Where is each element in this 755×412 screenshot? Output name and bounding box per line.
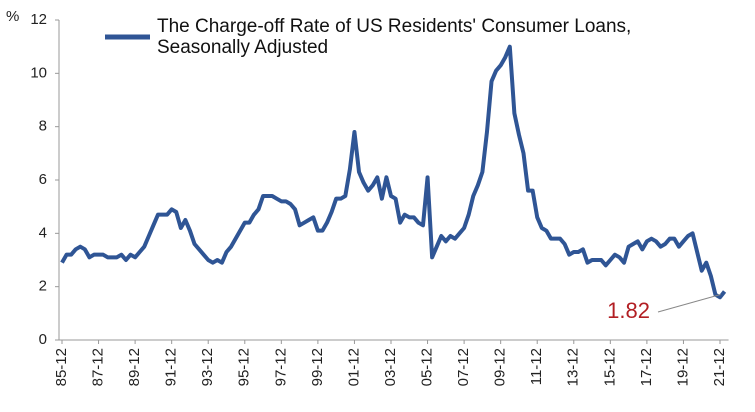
x-tick-label: 91-12 bbox=[163, 348, 180, 386]
y-tick-label: 2 bbox=[39, 278, 47, 295]
x-tick-label: 99-12 bbox=[309, 348, 326, 386]
y-tick-label: 4 bbox=[39, 224, 47, 241]
x-tick-label: 89-12 bbox=[126, 348, 143, 386]
y-tick-label: 0 bbox=[39, 331, 47, 348]
x-tick-label: 21-12 bbox=[711, 348, 728, 386]
x-tick-label: 17-12 bbox=[638, 348, 655, 386]
x-tick-label: 87-12 bbox=[90, 348, 107, 386]
x-tick-label: 97-12 bbox=[272, 348, 289, 386]
x-tick-label: 13-12 bbox=[565, 348, 582, 386]
x-tick-label: 01-12 bbox=[345, 348, 362, 386]
legend-label: The Charge-off Rate of US Residents' Con… bbox=[157, 16, 632, 58]
x-tick-label: 07-12 bbox=[455, 348, 472, 386]
x-tick-label: 15-12 bbox=[601, 348, 618, 386]
x-tick-label: 05-12 bbox=[419, 348, 436, 386]
series-line bbox=[60, 44, 727, 300]
x-tick-label: 19-12 bbox=[674, 348, 691, 386]
x-tick-label: 95-12 bbox=[236, 348, 253, 386]
y-tick-label: 8 bbox=[39, 118, 47, 135]
label-leader bbox=[657, 293, 721, 313]
y-tick-label: 6 bbox=[39, 171, 47, 188]
x-tick-label: 11-12 bbox=[528, 348, 545, 385]
x-tick-label: 93-12 bbox=[199, 348, 216, 386]
y-axis-label: % bbox=[6, 8, 19, 25]
y-tick-label: 12 bbox=[30, 11, 47, 28]
x-tick-label: 85-12 bbox=[53, 348, 70, 386]
x-tick-label: 03-12 bbox=[382, 348, 399, 386]
data-label: 1.82 bbox=[607, 298, 650, 323]
y-tick-label: 10 bbox=[30, 64, 47, 81]
x-tick-label: 09-12 bbox=[492, 348, 509, 386]
